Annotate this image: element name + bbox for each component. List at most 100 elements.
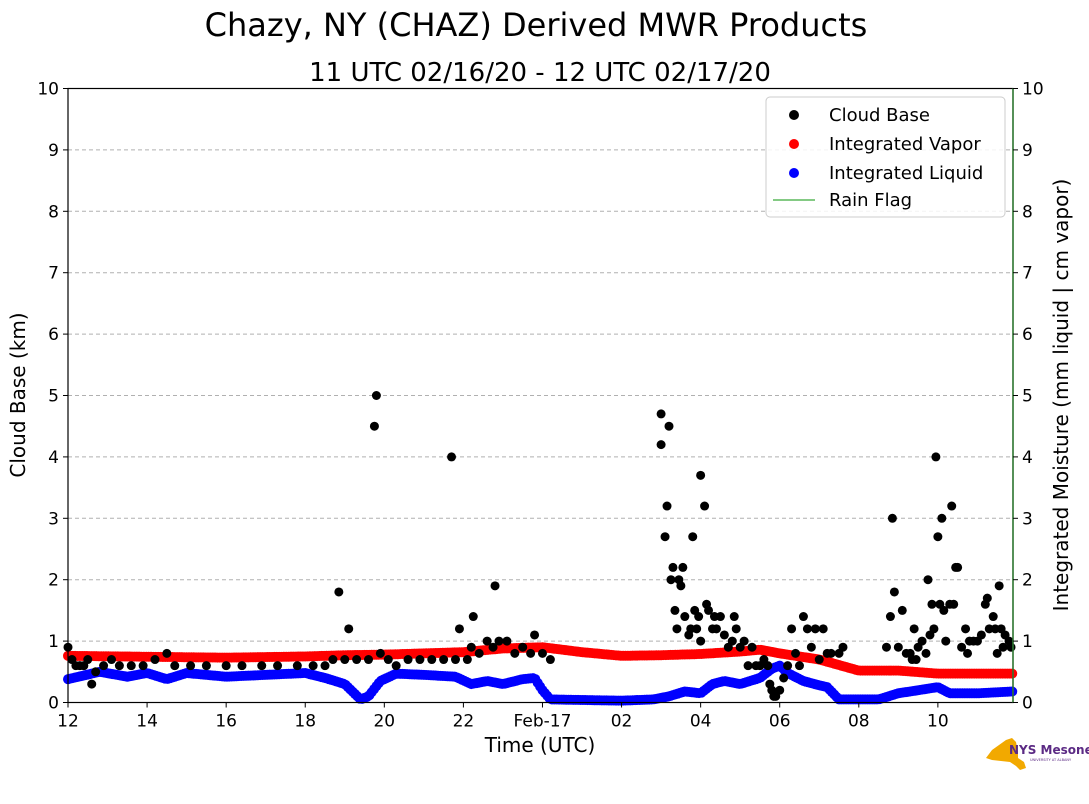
legend-marker-cloud-base [789,110,799,120]
cloud-base-point [273,661,283,671]
x-tick-label: 20 [373,712,395,732]
x-tick-label: 16 [215,712,237,732]
cloud-base-point [126,661,136,671]
cloud-base-point [911,655,921,665]
cloud-base-point [688,532,698,542]
x-tick-label: 14 [136,712,158,732]
integrated-vapor-series [63,642,1018,679]
y2-tick-label: 2 [1022,571,1033,591]
x-tick-label: 08 [848,712,870,732]
cloud-base-point [909,624,919,634]
cloud-base-point [292,661,302,671]
cloud-base-point [731,624,741,634]
cloud-base-point [518,642,528,652]
cloud-base-point [763,661,773,671]
nys-mesonet-logo: NYS Mesonet UNIVERSITY AT ALBANY [986,738,1089,770]
cloud-base-point [694,612,704,622]
cloud-base-point [656,440,666,450]
cloud-base-point [949,599,959,609]
cloud-base-point [992,648,1002,658]
cloud-base-point [99,661,109,671]
cloud-base-point [656,409,666,419]
cloud-base-point [83,655,93,665]
y2-tick-label: 3 [1022,509,1033,529]
cloud-base-point [923,575,933,585]
cloud-base-point [488,642,498,652]
cloud-base-point [696,470,706,480]
cloud-base-point [927,599,937,609]
cloud-base-point [787,624,797,634]
cloud-base-point [704,605,714,615]
cloud-base-point [893,642,903,652]
x-axis-ticks: 12 14 16 18 20 22 Feb-17 02 04 06 08 10 [57,702,949,732]
legend-label-rain-flag: Rain Flag [829,190,912,211]
y2-tick-label: 1 [1022,632,1033,652]
cloud-base-point [929,624,939,634]
y-tick-label: 9 [48,141,59,161]
cloud-base-point [352,655,362,665]
cloud-base-point [680,612,690,622]
vapor-point [1007,668,1018,679]
y-tick-label: 2 [48,571,59,591]
x-tick-label: Feb-17 [514,712,572,732]
cloud-base-point [941,636,951,646]
y2-tick-label: 8 [1022,202,1033,222]
cloud-base-point [530,630,540,640]
legend: Cloud Base Integrated Vapor Integrated L… [765,96,1006,218]
x-tick-label: 02 [611,712,633,732]
cloud-base-point [715,612,725,622]
y2-tick-label: 0 [1022,694,1033,714]
legend-marker-integrated-liquid [789,168,799,178]
cloud-base-point [729,612,739,622]
cloud-base-point [897,605,907,615]
cloud-base-point [672,624,682,634]
cloud-base-point [450,655,460,665]
cloud-base-point [537,648,547,658]
cloud-base-point [170,661,180,671]
cloud-base-point [963,648,973,658]
cloud-base-point [668,562,678,572]
cloud-base-point [917,636,927,646]
cloud-base-point [87,679,97,689]
cloud-base-point [494,636,504,646]
cloud-base-point [106,655,116,665]
cloud-base-point [670,605,680,615]
legend-marker-integrated-vapor [789,139,799,149]
cloud-base-point [889,587,899,597]
chart-title: Chazy, NY (CHAZ) Derived MWR Products [205,6,868,44]
x-axis-label: Time (UTC) [484,733,596,757]
cloud-base-point [454,624,464,634]
cloud-base-point [186,661,196,671]
cloud-base-point [138,661,148,671]
cloud-base-point [526,648,536,658]
y2-tick-label: 9 [1022,141,1033,161]
cloud-base-point [783,661,793,671]
cloud-base-point [545,655,555,665]
cloud-base-point [364,655,374,665]
cloud-base-point [474,648,484,658]
y2-tick-label: 7 [1022,264,1033,284]
cloud-base-point [779,673,789,683]
cloud-base-point [719,630,729,640]
x-tick-label: 04 [690,712,712,732]
y-axis-label: Cloud Base (km) [6,312,30,477]
logo-subtext: UNIVERSITY AT ALBANY [1030,758,1072,762]
cloud-base-point [838,642,848,652]
cloud-base-point [921,648,931,658]
cloud-base-point [678,562,688,572]
cloud-base-point [439,655,449,665]
y-tick-label: 5 [48,387,59,407]
cloud-base-point [427,655,437,665]
cloud-base-point [403,655,413,665]
cloud-base-point [462,655,472,665]
cloud-base-point [982,593,992,603]
x-tick-label: 18 [294,712,316,732]
cloud-base-point [739,636,749,646]
cloud-base-point [814,655,824,665]
cloud-base-point [696,636,706,646]
cloud-base-point [933,532,943,542]
cloud-base-point [887,513,897,523]
cloud-base-point [371,391,381,400]
chart-subtitle: 11 UTC 02/16/20 - 12 UTC 02/17/20 [309,58,771,88]
